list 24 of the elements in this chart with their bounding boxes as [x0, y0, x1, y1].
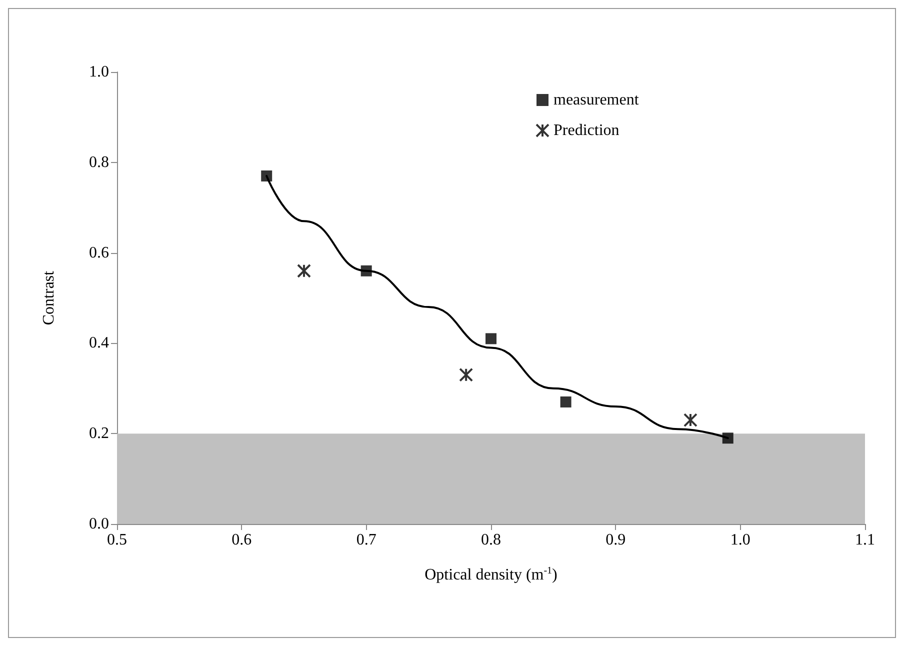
x-tick-label: 0.9: [606, 532, 626, 548]
point: [560, 396, 572, 408]
point: [722, 432, 734, 444]
y-tick-label: 0.6: [89, 244, 109, 262]
y-tick-label: 0.4: [89, 334, 109, 352]
point: [297, 264, 311, 278]
y-tick-label: 0.2: [89, 425, 109, 442]
x-tick-label: 0.7: [356, 532, 376, 548]
point: [486, 333, 496, 344]
x-tick-label: 0.5: [107, 532, 127, 548]
y-tick-label: 0.0: [89, 516, 109, 532]
x-tick-label: 0.6: [232, 532, 252, 548]
legend-label: Prediction: [554, 122, 620, 139]
x-tick-label: 1.1: [855, 532, 875, 548]
y-axis-title: Contrast: [40, 270, 58, 326]
y-tick-label: 1.0: [89, 64, 109, 80]
point: [261, 170, 272, 182]
point: [683, 413, 698, 428]
point: [360, 265, 372, 276]
y-tick-label: 0.8: [89, 154, 109, 171]
point: [459, 368, 474, 382]
x-tick-label: 1.0: [730, 532, 750, 548]
legend-label: measurement: [554, 92, 640, 108]
x-tick-label: 0.8: [481, 532, 501, 548]
